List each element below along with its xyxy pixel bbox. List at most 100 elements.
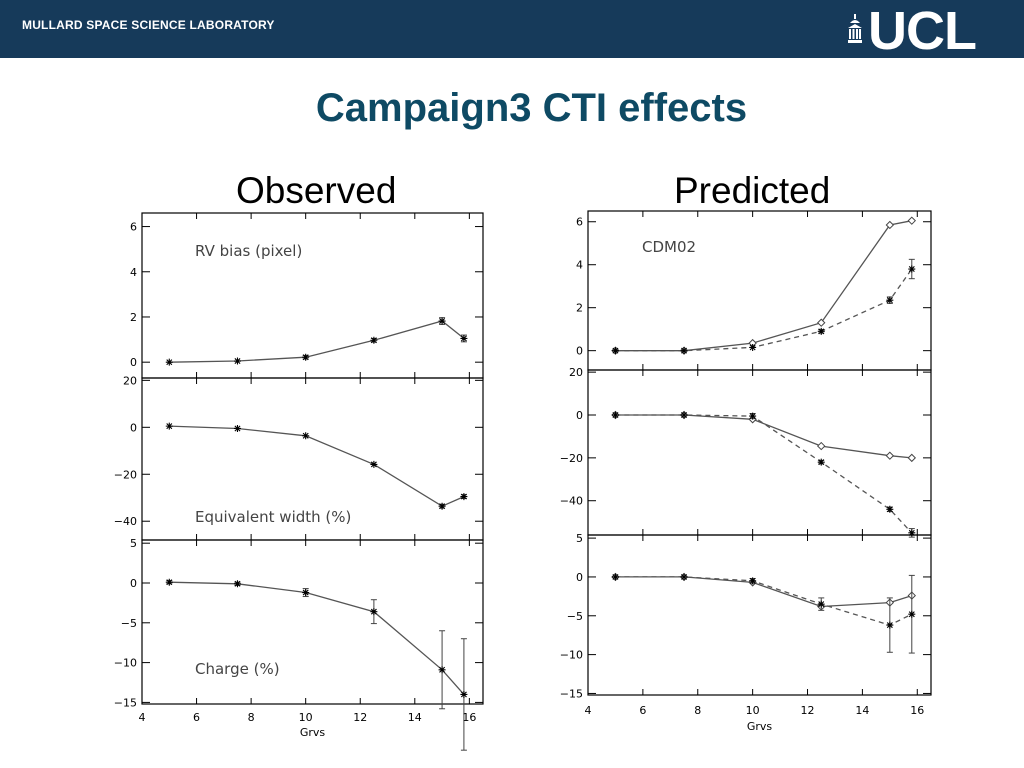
- series-2: [611, 258, 916, 355]
- y-tick-label: 5: [576, 532, 583, 545]
- x-tick-label: 4: [585, 704, 592, 717]
- x-tick-label: 8: [694, 704, 701, 717]
- y-tick-label: 0: [576, 571, 583, 584]
- panel-1: 0 2 4 6 CDM02: [576, 210, 932, 371]
- x-tick-label: 4: [139, 711, 146, 724]
- data-point: [817, 441, 826, 451]
- y-tick-label: −15: [560, 687, 583, 700]
- x-tick-label: 14: [855, 704, 869, 717]
- y-tick-label: 20: [123, 374, 137, 387]
- y-tick-label: 0: [130, 421, 137, 434]
- data-point: [680, 411, 688, 419]
- x-tick-label: 12: [801, 704, 815, 717]
- series-1: [611, 410, 916, 463]
- x-axis-label: Grvs: [300, 726, 326, 739]
- observed-heading: Observed: [236, 170, 397, 211]
- data-point: [817, 458, 825, 466]
- y-tick-label: −5: [567, 610, 583, 623]
- data-point: [165, 578, 173, 586]
- data-point: [886, 296, 894, 304]
- y-tick-label: 0: [130, 356, 137, 369]
- y-tick-label: 20: [569, 366, 583, 379]
- data-point: [611, 411, 619, 419]
- y-tick-label: 6: [130, 221, 137, 234]
- panel-3: −15 −10 −5 0 5: [560, 532, 932, 700]
- data-point: [302, 432, 310, 440]
- data-point: [907, 453, 916, 463]
- y-tick-label: −20: [560, 452, 583, 465]
- data-point: [908, 265, 916, 273]
- data-point: [438, 502, 446, 510]
- observed-chart: 0 2 4 6 RV bias (pixel) −40 −20 0 20 Equivalent w…: [114, 212, 484, 751]
- data-point: [302, 353, 310, 361]
- data-point: [886, 621, 894, 629]
- x-tick-label: 16: [910, 704, 924, 717]
- series-line: [615, 576, 912, 608]
- y-tick-label: −40: [114, 515, 137, 528]
- panel-1: 0 2 4 6 RV bias (pixel): [130, 212, 484, 379]
- panel-2: −40 −20 0 20 Equivalent width (%): [114, 374, 484, 541]
- data-point: [749, 577, 757, 585]
- series-line: [615, 414, 913, 534]
- panel-frame: [587, 369, 932, 536]
- panel-2: −40 −20 0 20: [560, 366, 932, 538]
- x-tick-label: 8: [248, 711, 255, 724]
- data-point: [460, 493, 468, 501]
- series-line: [169, 581, 465, 695]
- series-line: [615, 268, 913, 352]
- data-point: [611, 347, 619, 355]
- panel-label: RV bias (pixel): [195, 242, 302, 260]
- data-point: [908, 529, 916, 537]
- y-tick-label: 0: [576, 409, 583, 422]
- data-point: [370, 608, 378, 616]
- header-bar: MULLARD SPACE SCIENCE LABORATORY UCL: [0, 0, 1024, 58]
- logo-text: UCL: [868, 1, 977, 61]
- y-tick-label: 5: [130, 537, 137, 550]
- data-point: [680, 347, 688, 355]
- series-1: [165, 317, 468, 366]
- y-tick-label: −20: [114, 468, 137, 481]
- x-tick-label: 10: [299, 711, 313, 724]
- data-point: [438, 317, 446, 325]
- data-point: [886, 505, 894, 513]
- x-tick-label: 6: [193, 711, 200, 724]
- series-line: [615, 414, 912, 459]
- predicted-chart: 0 2 4 6 CDM02 −40 −20 0 20 −15 −10 −5 0 5 4 6 8 10 12 14 16 G…: [560, 210, 932, 733]
- data-point: [460, 690, 468, 698]
- data-point: [817, 318, 826, 327]
- y-tick-label: −10: [114, 657, 137, 670]
- y-tick-label: −10: [560, 649, 583, 662]
- y-tick-label: 4: [576, 259, 583, 272]
- x-tick-label: 10: [746, 704, 760, 717]
- data-point: [817, 600, 825, 608]
- series-1: [611, 572, 916, 611]
- series-2: [611, 573, 916, 654]
- data-point: [907, 216, 916, 225]
- y-tick-label: −40: [560, 495, 583, 508]
- data-point: [165, 422, 173, 430]
- data-point: [885, 220, 895, 230]
- y-tick-label: 2: [576, 302, 583, 315]
- series-1: [165, 422, 468, 510]
- data-point: [165, 358, 173, 366]
- lab-name: MULLARD SPACE SCIENCE LABORATORY: [22, 18, 275, 32]
- data-point: [611, 573, 619, 581]
- series-line: [169, 320, 465, 363]
- panel-frame: [141, 539, 484, 705]
- panel-3: −15 −10 −5 0 5 Charge (%): [114, 537, 484, 751]
- panel-frame: [141, 212, 484, 379]
- data-point: [885, 451, 895, 460]
- y-tick-label: 6: [576, 216, 583, 229]
- ucl-logo: UCL: [848, 1, 977, 61]
- data-point: [233, 580, 241, 588]
- x-tick-label: 14: [408, 711, 422, 724]
- series-1: [165, 578, 468, 751]
- y-tick-label: −5: [121, 617, 137, 630]
- data-point: [233, 424, 241, 432]
- y-tick-label: 0: [576, 345, 583, 358]
- data-point: [302, 589, 310, 597]
- data-point: [680, 573, 688, 581]
- data-point: [749, 343, 757, 351]
- series-2: [611, 411, 916, 538]
- y-tick-label: −15: [114, 696, 137, 709]
